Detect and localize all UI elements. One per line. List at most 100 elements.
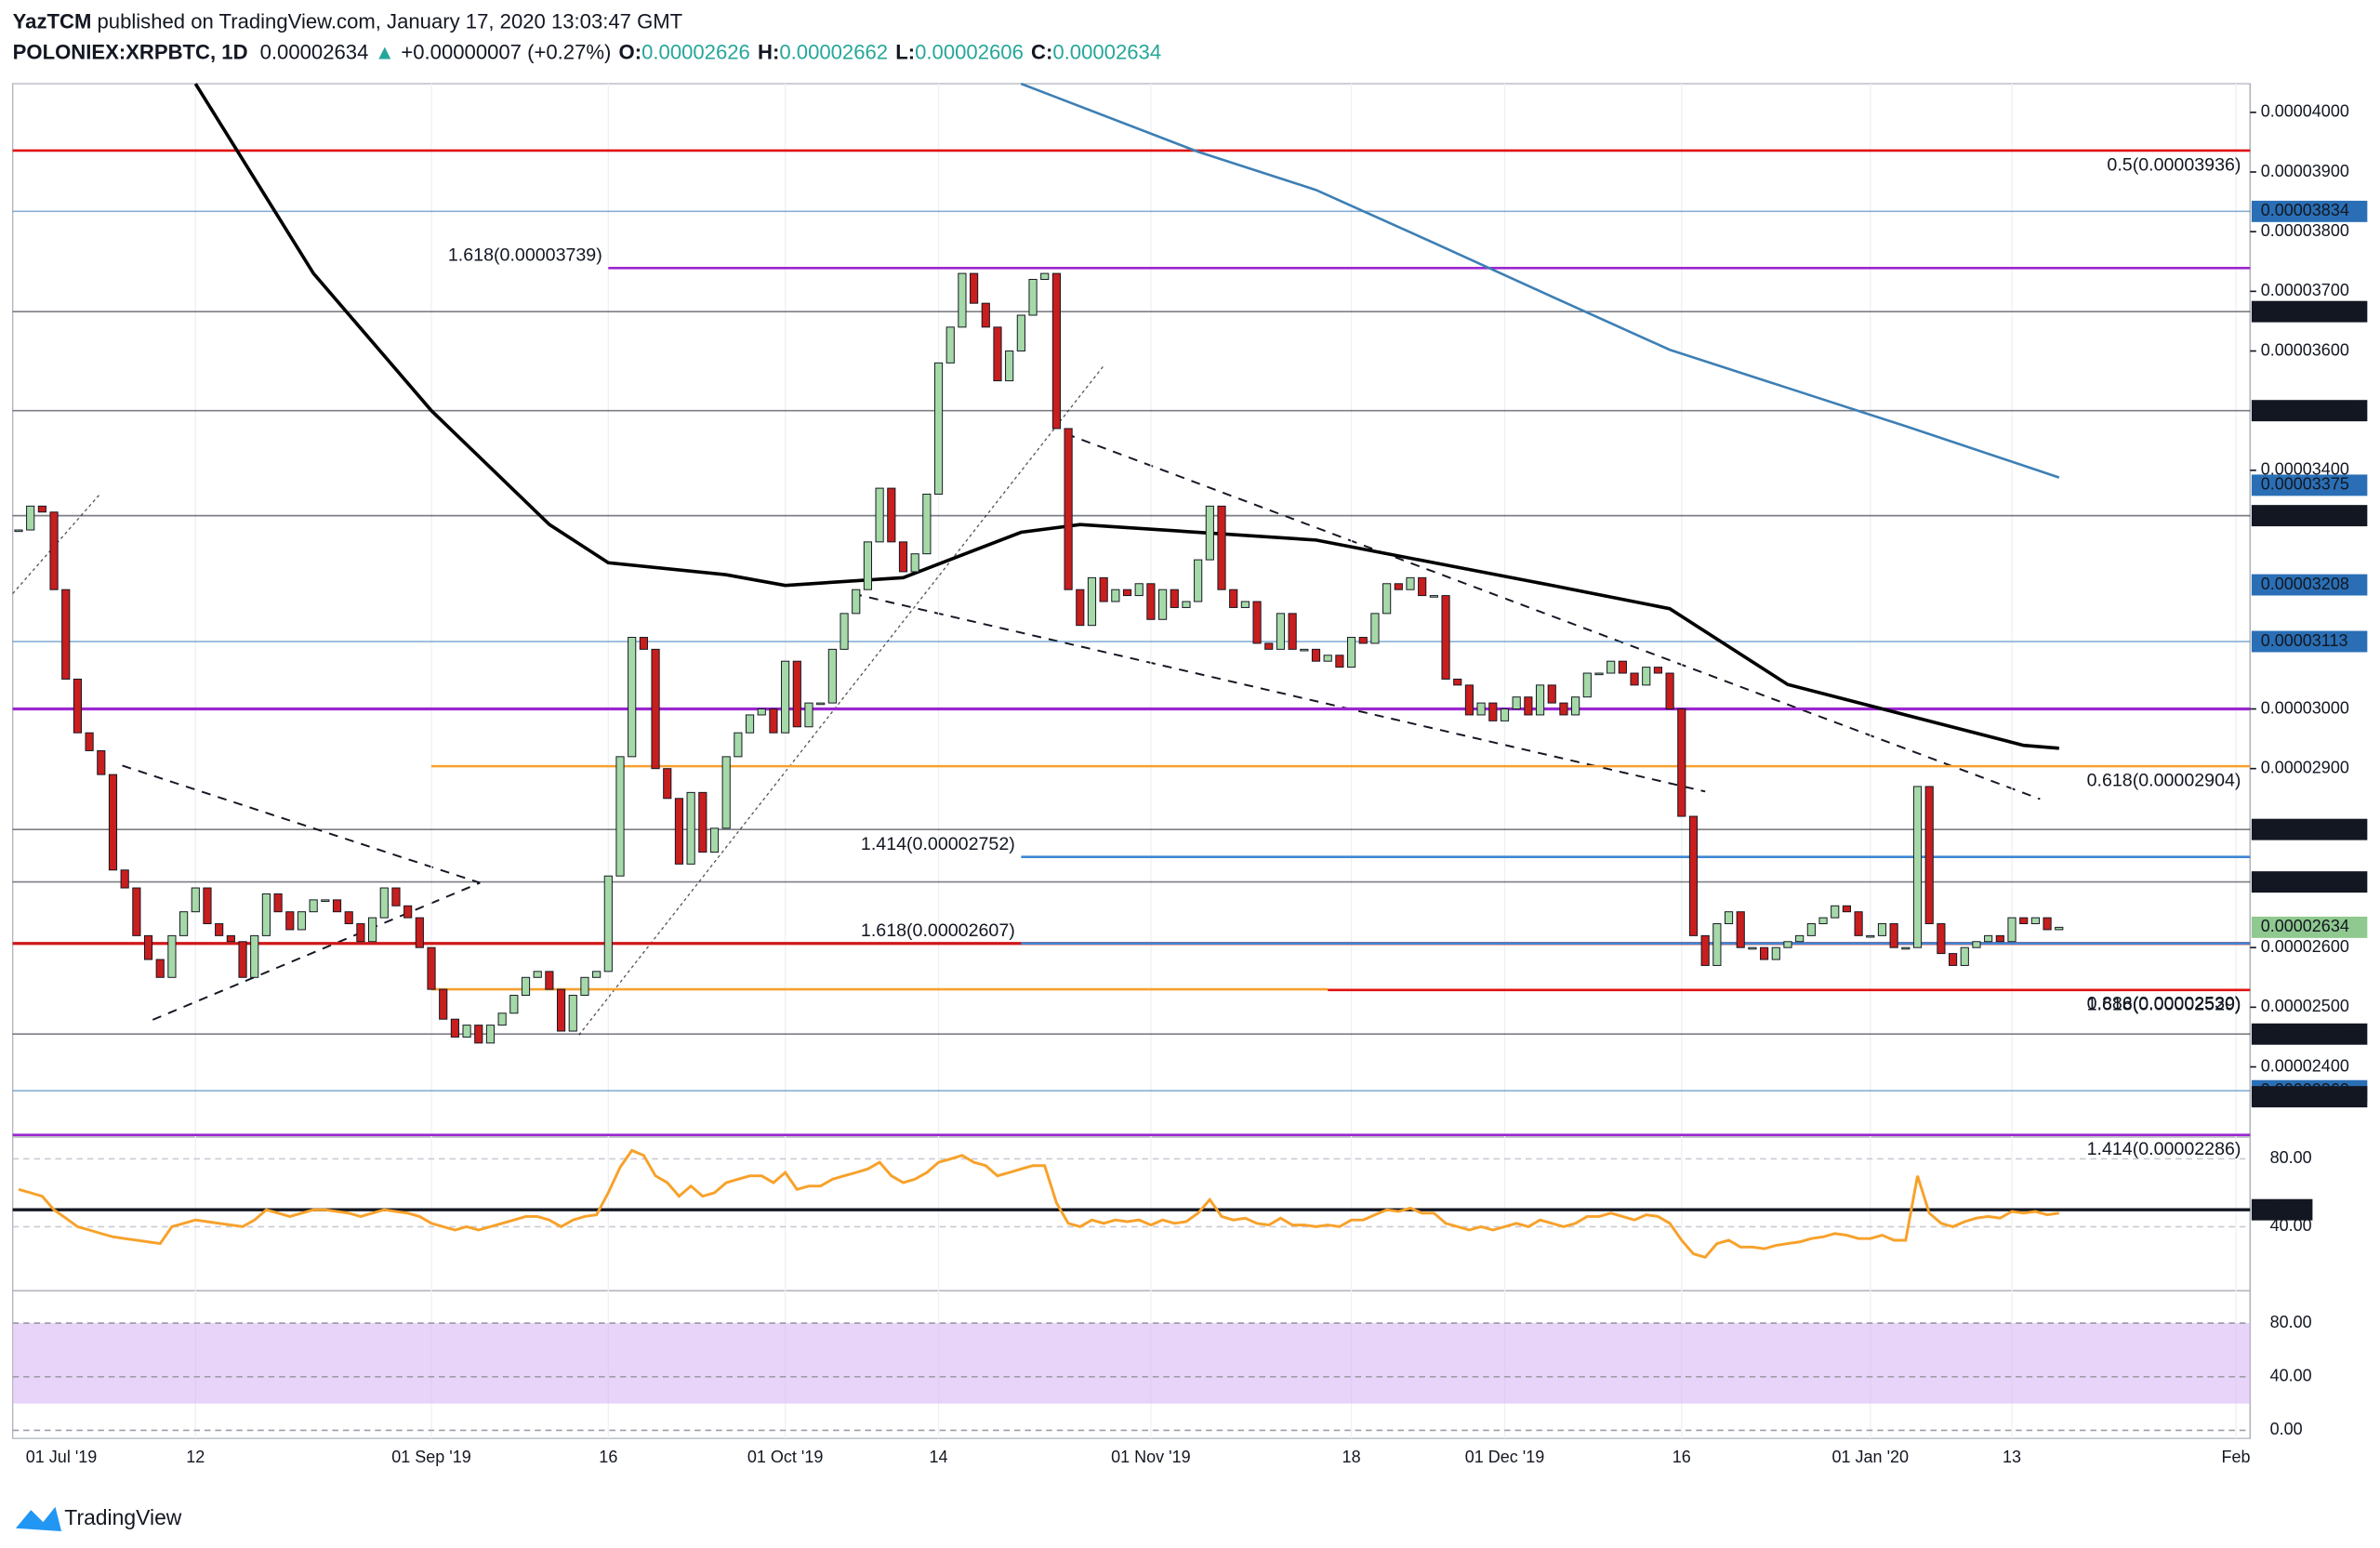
candle (1064, 428, 1073, 590)
price-badge (2251, 505, 2368, 527)
candle (1476, 702, 1486, 716)
candle (1559, 702, 1568, 716)
candle (61, 589, 71, 680)
h-label: H: (758, 40, 779, 63)
fib-label: 1.618(0.00002529) (2087, 994, 2241, 1014)
rsi-line (18, 1148, 2060, 1259)
fib-label: 1.414(0.00002286) (2087, 1139, 2241, 1159)
candle (1500, 708, 1510, 721)
candle (863, 541, 873, 590)
candle (2030, 917, 2040, 925)
candle (49, 511, 59, 590)
x-tick-label: 13 (2003, 1448, 2021, 1466)
candle (2043, 917, 2052, 931)
candle (250, 934, 259, 978)
candle (1960, 946, 1969, 966)
candle (403, 905, 413, 919)
candle (1122, 589, 1132, 597)
low: 0.00002606 (915, 40, 1024, 63)
price-badge-label: 0.00002710 (2261, 871, 2349, 890)
candle (875, 487, 884, 543)
candle (2055, 926, 2064, 931)
candle (1453, 678, 1462, 686)
c-label: C: (1031, 40, 1052, 63)
candle (603, 875, 613, 972)
candle (1252, 601, 1262, 644)
candle (1240, 601, 1250, 608)
candle (1429, 595, 1438, 598)
candle (1512, 696, 1521, 710)
candle (958, 272, 967, 328)
candle (450, 1018, 459, 1038)
candle (226, 934, 235, 943)
candle (297, 911, 307, 931)
candle (945, 326, 955, 364)
candle (674, 798, 684, 865)
x-tick-label: 16 (599, 1448, 617, 1466)
price-badge-label: 0.00002455 (2261, 1024, 2349, 1042)
y-tick-label: 0.00003000 (2261, 698, 2349, 717)
price-badge-label: 0.00003324 (2261, 505, 2349, 523)
candle (391, 887, 401, 906)
candle (827, 648, 837, 704)
candle (757, 708, 766, 716)
change: +0.00000007 (+0.27%) (401, 40, 611, 63)
author: YazTCM (13, 9, 92, 33)
candle (734, 732, 743, 758)
candle (215, 923, 224, 936)
price-badge (2251, 574, 2368, 596)
candle (1111, 589, 1120, 602)
candle (1382, 583, 1392, 615)
y-tick-label: 0.00004000 (2261, 102, 2349, 121)
x-tick-label: 01 Jan '20 (1832, 1448, 1910, 1466)
candle (533, 971, 542, 978)
y-tick-label: 40.00 (2270, 1216, 2312, 1235)
candle (1051, 272, 1061, 430)
x-tick-label: 18 (1342, 1448, 1361, 1466)
fib-label: 1.618(0.00002607) (861, 920, 1015, 941)
candle (1724, 911, 1734, 925)
candle (1924, 786, 1934, 925)
candle (1311, 648, 1321, 662)
candle (167, 934, 177, 978)
open: 0.00002626 (641, 40, 750, 63)
fib-label: 1.414(0.00002752) (861, 834, 1015, 854)
x-tick-label: 12 (186, 1448, 205, 1466)
candle (379, 887, 389, 919)
candle (1901, 946, 1911, 950)
fib-label: 1.618(0.00003739) (448, 245, 602, 265)
candle (1087, 576, 1097, 627)
candle (1300, 648, 1309, 652)
candle (1842, 905, 1851, 913)
candle (1866, 934, 1875, 938)
candle (580, 976, 589, 997)
candle (179, 911, 189, 936)
candle (143, 934, 153, 960)
moving-average (1020, 82, 2060, 479)
candle (1040, 272, 1050, 281)
candle (1146, 583, 1156, 620)
y-tick-label: 0.00003400 (2261, 460, 2349, 479)
candle (2007, 917, 2016, 943)
y-tick-label: 80.00 (2270, 1313, 2312, 1331)
candle (1547, 684, 1556, 704)
level-badge (2251, 1198, 2313, 1221)
candle (686, 791, 695, 865)
candle (1606, 660, 1616, 674)
candle (273, 893, 283, 913)
candle (981, 302, 990, 328)
x-tick-label: 01 Dec '19 (1465, 1448, 1545, 1466)
candle (2019, 917, 2029, 925)
candle (1642, 667, 1651, 686)
price-badge (2251, 300, 2368, 323)
candle (1335, 655, 1344, 668)
price-badge-label: 0.00002350 (2261, 1086, 2349, 1105)
y-tick-label: 0.00003800 (2261, 221, 2349, 240)
fib-label: 0.5(0.00003936) (2107, 154, 2241, 175)
candle (332, 899, 342, 913)
y-tick-label: 0.00002600 (2261, 937, 2349, 956)
price-badge (2251, 1086, 2368, 1108)
candle (1771, 946, 1780, 960)
y-tick-label: 40.00 (2270, 1367, 2312, 1385)
